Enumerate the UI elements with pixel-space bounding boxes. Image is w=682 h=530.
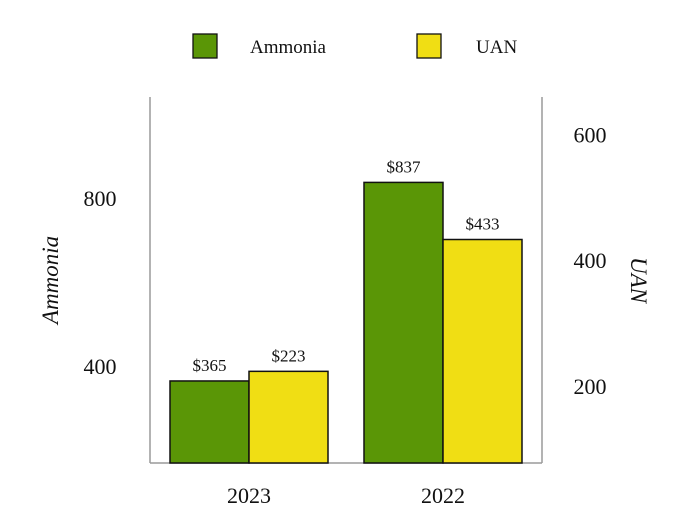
- legend-swatch-uan: [416, 33, 442, 59]
- y-tick-label-right-400: 400: [574, 248, 607, 273]
- bar-uan-2022: [442, 238, 523, 464]
- bar-ammonia-2022: [363, 181, 444, 464]
- y-tick-label-left-800: 800: [84, 186, 117, 211]
- bar-uan-2023: [248, 370, 329, 464]
- axis-ticks: 400 800 200 400 600: [84, 123, 607, 399]
- x-tick-label-2023: 2023: [227, 483, 271, 508]
- data-label-ammonia-2022: $837: [387, 157, 422, 176]
- y-axis-title-right: UAN: [626, 257, 651, 305]
- data-label-uan-2022: $433: [466, 215, 500, 234]
- legend: Ammonia UAN: [192, 33, 517, 59]
- y-tick-label-right-600: 600: [574, 123, 607, 148]
- data-label-ammonia-2023: $365: [193, 356, 227, 375]
- legend-label-ammonia: Ammonia: [250, 37, 327, 58]
- y-tick-label-right-200: 200: [574, 374, 607, 399]
- legend-label-uan: UAN: [476, 37, 517, 58]
- bar-ammonia-2023: [169, 380, 250, 464]
- legend-swatch-ammonia: [192, 33, 218, 59]
- y-axis-title-left: Ammonia: [38, 236, 63, 326]
- bars: $365 $223 2023 $837 $433 2022: [169, 157, 523, 508]
- y-tick-label-left-400: 400: [84, 354, 117, 379]
- x-tick-label-2022: 2022: [421, 483, 465, 508]
- data-label-uan-2023: $223: [272, 346, 306, 365]
